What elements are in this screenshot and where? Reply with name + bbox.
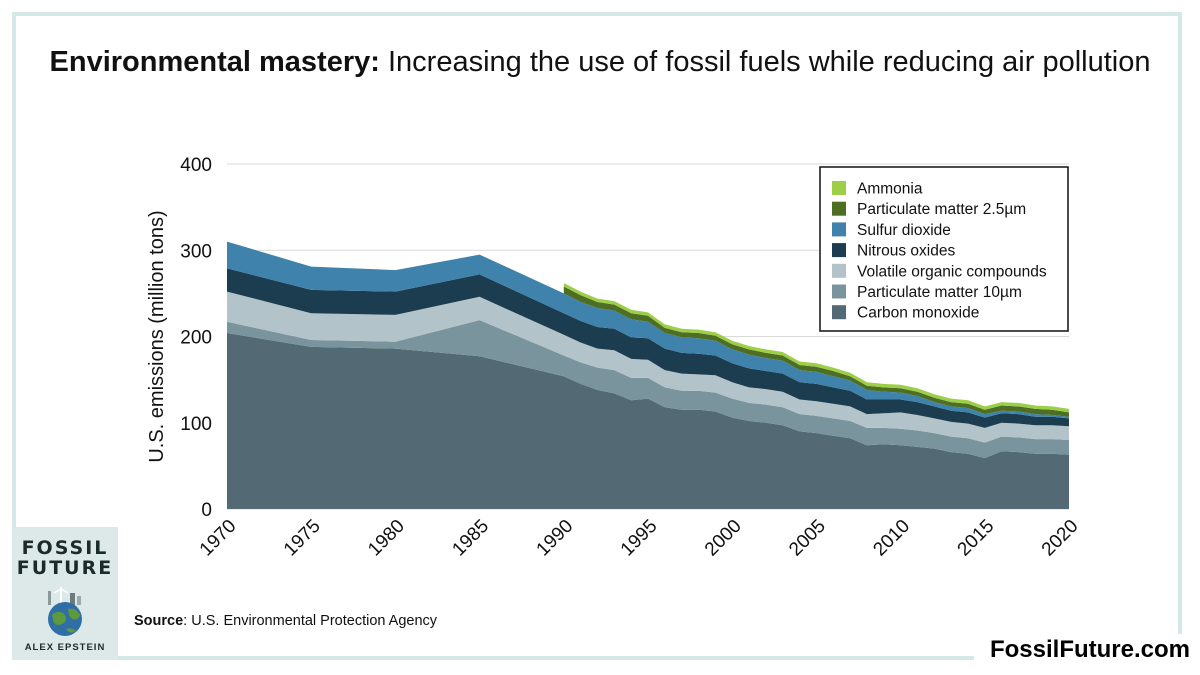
legend-label: Volatile organic compounds bbox=[857, 263, 1047, 280]
legend-swatch bbox=[832, 243, 846, 258]
x-tick-label: 1980 bbox=[364, 516, 409, 561]
x-tick-label: 2000 bbox=[701, 516, 746, 561]
y-tick-label: 100 bbox=[180, 414, 212, 435]
area-nitrous-oxides bbox=[227, 268, 1069, 428]
website-label: FossilFuture.com bbox=[973, 634, 1190, 666]
source-note: Source: U.S. Environmental Protection Ag… bbox=[134, 613, 437, 629]
legend-swatch bbox=[832, 181, 846, 195]
legend-swatch bbox=[832, 201, 846, 216]
y-axis-label: U.S. emissions (million tons) bbox=[146, 210, 168, 462]
legend-label: Nitrous oxides bbox=[857, 243, 955, 260]
x-tick-label: 2010 bbox=[869, 516, 914, 561]
x-tick-label: 1970 bbox=[196, 516, 241, 561]
y-tick-label: 400 bbox=[180, 155, 212, 176]
x-tick-label: 1995 bbox=[617, 516, 662, 561]
area-volatile-organic-compounds bbox=[227, 291, 1069, 443]
globe-icon bbox=[40, 587, 90, 637]
chart-title-rest: Increasing the use of fossil fuels while… bbox=[387, 46, 1151, 78]
y-tick-label: 0 bbox=[201, 500, 212, 521]
legend-swatch bbox=[832, 222, 846, 237]
source-text: : U.S. Environmental Protection Agency bbox=[183, 613, 438, 629]
x-tick-label: 1985 bbox=[448, 516, 493, 561]
y-tick-label: 200 bbox=[180, 328, 212, 349]
book-cover: FOSSIL FUTURE ALEX EPSTEIN bbox=[12, 527, 118, 660]
chart-title-bold: Environmental mastery: bbox=[49, 46, 380, 78]
area-sulfur-dioxide bbox=[227, 241, 1069, 419]
y-tick-label: 300 bbox=[180, 241, 212, 262]
book-author: ALEX EPSTEIN bbox=[24, 642, 106, 653]
x-tick-label: 2015 bbox=[954, 516, 999, 561]
x-tick-label: 1975 bbox=[280, 516, 325, 561]
book-title-line1: FOSSIL bbox=[21, 537, 109, 559]
legend-label: Sulfur dioxide bbox=[857, 222, 951, 239]
legend-swatch bbox=[832, 263, 846, 278]
chart-title: Environmental mastery: Increasing the us… bbox=[0, 46, 1200, 79]
legend-label: Carbon monoxide bbox=[857, 305, 979, 322]
book-title: FOSSIL FUTURE bbox=[12, 538, 118, 578]
area-particulate-matter-10-m bbox=[227, 320, 1069, 459]
x-tick-label: 2020 bbox=[1038, 516, 1083, 561]
legend-box bbox=[819, 166, 1069, 332]
legend-swatch bbox=[832, 284, 846, 299]
source-label: Source bbox=[134, 613, 184, 629]
book-title-line2: FUTURE bbox=[16, 557, 114, 579]
legend-label: Particulate matter 10µm bbox=[857, 284, 1022, 301]
legend-label: Ammonia bbox=[857, 181, 923, 198]
legend-label: Particulate matter 2.5µm bbox=[857, 201, 1026, 218]
x-tick-label: 1990 bbox=[533, 516, 578, 561]
x-tick-label: 2005 bbox=[785, 516, 830, 561]
legend-swatch bbox=[832, 305, 846, 320]
area-carbon-monoxide bbox=[227, 333, 1069, 509]
